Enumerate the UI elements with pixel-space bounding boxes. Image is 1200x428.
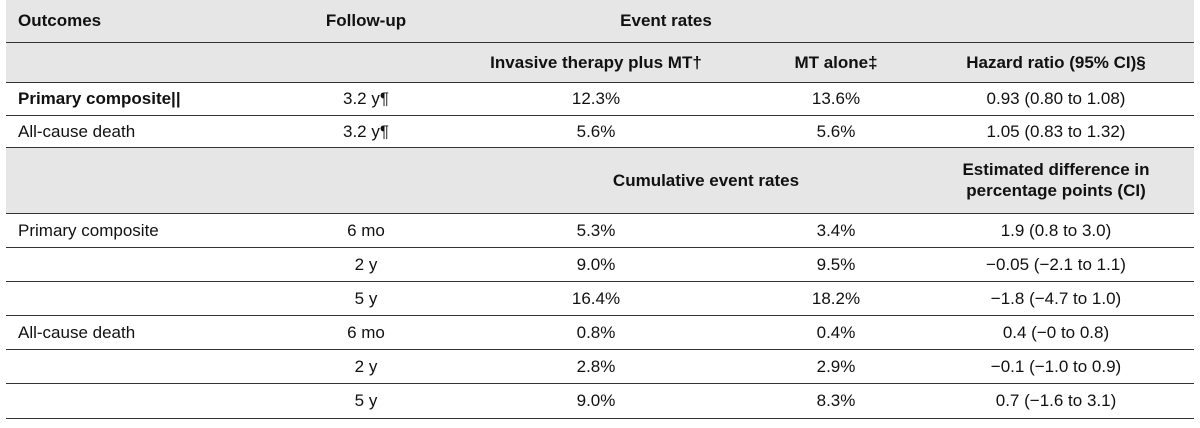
row-difference: 0.4 (−0 to 0.8) bbox=[1002, 322, 1110, 342]
row-mt-rate: 3.4% bbox=[816, 220, 856, 240]
row-invasive-rate: 5.6% bbox=[576, 121, 616, 141]
subheader-invasive: Invasive therapy plus MT† bbox=[490, 52, 702, 72]
row-invasive-rate: 12.3% bbox=[571, 89, 621, 108]
table-row: Primary composite|| 3.2 y¶ 12.3% 13.6% 0… bbox=[6, 82, 1194, 115]
header-row: Outcomes Follow-up Event rates bbox=[6, 0, 1194, 42]
row-outcome: All-cause death bbox=[18, 121, 136, 141]
estimated-difference-header-line2: percentage points (CI) bbox=[966, 180, 1146, 200]
subheader-mt-alone: MT alone‡ bbox=[794, 52, 878, 72]
row-difference: −1.8 (−4.7 to 1.0) bbox=[990, 288, 1122, 308]
row-follow-up: 6 mo bbox=[347, 220, 385, 240]
row-difference: 0.7 (−1.6 to 3.1) bbox=[995, 391, 1117, 410]
header-outcomes: Outcomes bbox=[18, 11, 102, 30]
row-outcome: Primary composite bbox=[18, 220, 159, 240]
row-mt-rate: 13.6% bbox=[811, 89, 861, 108]
row-follow-up: 2 y bbox=[354, 254, 378, 274]
row-invasive-rate: 2.8% bbox=[576, 356, 616, 376]
row-invasive-rate: 9.0% bbox=[576, 254, 616, 274]
table-row: All-cause death 3.2 y¶ 5.6% 5.6% 1.05 (0… bbox=[6, 115, 1194, 147]
subheader-row: Invasive therapy plus MT† MT alone‡ Haza… bbox=[6, 42, 1194, 82]
row-outcome bbox=[18, 350, 268, 383]
row-mt-rate: 0.4% bbox=[816, 322, 856, 342]
row-outcome bbox=[18, 282, 268, 315]
row-invasive-rate: 5.3% bbox=[576, 220, 616, 240]
row-outcome bbox=[18, 248, 268, 281]
table-row: 2 y 2.8% 2.9% −0.1 (−1.0 to 0.9) bbox=[6, 349, 1194, 383]
table-row: Primary composite 6 mo 5.3% 3.4% 1.9 (0.… bbox=[6, 213, 1194, 247]
row-follow-up: 3.2 y¶ bbox=[343, 89, 389, 108]
table-row: All-cause death 6 mo 0.8% 0.4% 0.4 (−0 t… bbox=[6, 315, 1194, 349]
row-outcome bbox=[18, 384, 268, 418]
header-event-rates: Event rates bbox=[620, 11, 712, 30]
row-follow-up: 6 mo bbox=[347, 322, 385, 342]
row-outcome: Primary composite|| bbox=[18, 89, 181, 108]
header-follow-up: Follow-up bbox=[325, 11, 407, 30]
estimated-difference-header: Estimated difference in percentage point… bbox=[936, 148, 1176, 213]
row-mt-rate: 2.9% bbox=[816, 356, 856, 376]
row-follow-up: 3.2 y¶ bbox=[343, 121, 389, 141]
row-mt-rate: 5.6% bbox=[816, 121, 856, 141]
cumulative-header-row: Cumulative event rates Estimated differe… bbox=[6, 147, 1194, 213]
row-mt-rate: 9.5% bbox=[816, 254, 856, 274]
row-invasive-rate: 16.4% bbox=[571, 288, 621, 308]
row-follow-up: 5 y bbox=[354, 391, 378, 410]
row-hazard-ratio: 0.93 (0.80 to 1.08) bbox=[986, 89, 1126, 108]
row-mt-rate: 18.2% bbox=[811, 288, 861, 308]
row-outcome: All-cause death bbox=[18, 322, 136, 342]
row-difference: 1.9 (0.8 to 3.0) bbox=[1000, 220, 1112, 240]
outcomes-table: Outcomes Follow-up Event rates Invasive … bbox=[6, 0, 1194, 428]
row-hazard-ratio: 1.05 (0.83 to 1.32) bbox=[986, 121, 1126, 141]
row-mt-rate: 8.3% bbox=[816, 391, 856, 410]
table-row: 5 y 16.4% 18.2% −1.8 (−4.7 to 1.0) bbox=[6, 281, 1194, 315]
table-row: 5 y 9.0% 8.3% 0.7 (−1.6 to 3.1) bbox=[6, 383, 1194, 419]
table-row: 2 y 9.0% 9.5% −0.05 (−2.1 to 1.1) bbox=[6, 247, 1194, 281]
row-invasive-rate: 0.8% bbox=[576, 322, 616, 342]
row-follow-up: 5 y bbox=[354, 288, 378, 308]
row-follow-up: 2 y bbox=[354, 356, 378, 376]
cumulative-event-rates-header: Cumulative event rates bbox=[612, 170, 800, 190]
row-invasive-rate: 9.0% bbox=[576, 391, 616, 410]
row-difference: −0.1 (−1.0 to 0.9) bbox=[990, 356, 1122, 376]
row-difference: −0.05 (−2.1 to 1.1) bbox=[986, 254, 1126, 274]
subheader-hazard-ratio: Hazard ratio (95% CI)§ bbox=[966, 52, 1146, 72]
estimated-difference-header-line1: Estimated difference in bbox=[962, 160, 1150, 180]
